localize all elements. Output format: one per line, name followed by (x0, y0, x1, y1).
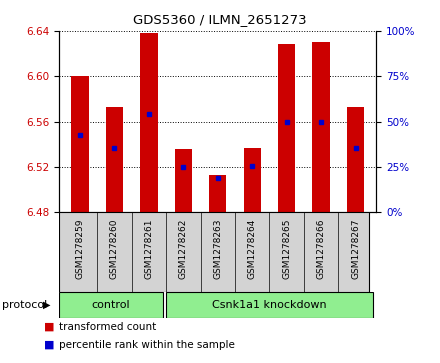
Text: GSM1278263: GSM1278263 (213, 219, 222, 279)
Text: GSM1278265: GSM1278265 (282, 219, 291, 279)
Text: Csnk1a1 knockdown: Csnk1a1 knockdown (212, 300, 327, 310)
Bar (209, 175, 227, 212)
Text: ■: ■ (44, 322, 55, 332)
Bar (71, 76, 89, 212)
Bar (278, 44, 295, 212)
Text: protocol: protocol (2, 300, 48, 310)
Text: GSM1278261: GSM1278261 (144, 219, 154, 279)
Text: GSM1278259: GSM1278259 (76, 219, 84, 279)
Text: GSM1278266: GSM1278266 (317, 219, 326, 279)
Text: ■: ■ (44, 340, 55, 350)
Bar (106, 107, 123, 212)
Bar (175, 149, 192, 212)
Bar (59, 292, 163, 318)
Text: transformed count: transformed count (59, 322, 157, 332)
Text: ▶: ▶ (43, 300, 51, 310)
Text: GDS5360 / ILMN_2651273: GDS5360 / ILMN_2651273 (133, 13, 307, 26)
Text: GSM1278260: GSM1278260 (110, 219, 119, 279)
Text: GSM1278267: GSM1278267 (351, 219, 360, 279)
Text: control: control (92, 300, 130, 310)
Bar (312, 42, 330, 212)
Text: GSM1278264: GSM1278264 (248, 219, 257, 279)
Text: GSM1278262: GSM1278262 (179, 219, 188, 279)
Bar (347, 107, 364, 212)
Bar (244, 148, 261, 212)
Bar (140, 33, 158, 212)
Bar (166, 292, 373, 318)
Text: percentile rank within the sample: percentile rank within the sample (59, 340, 235, 350)
